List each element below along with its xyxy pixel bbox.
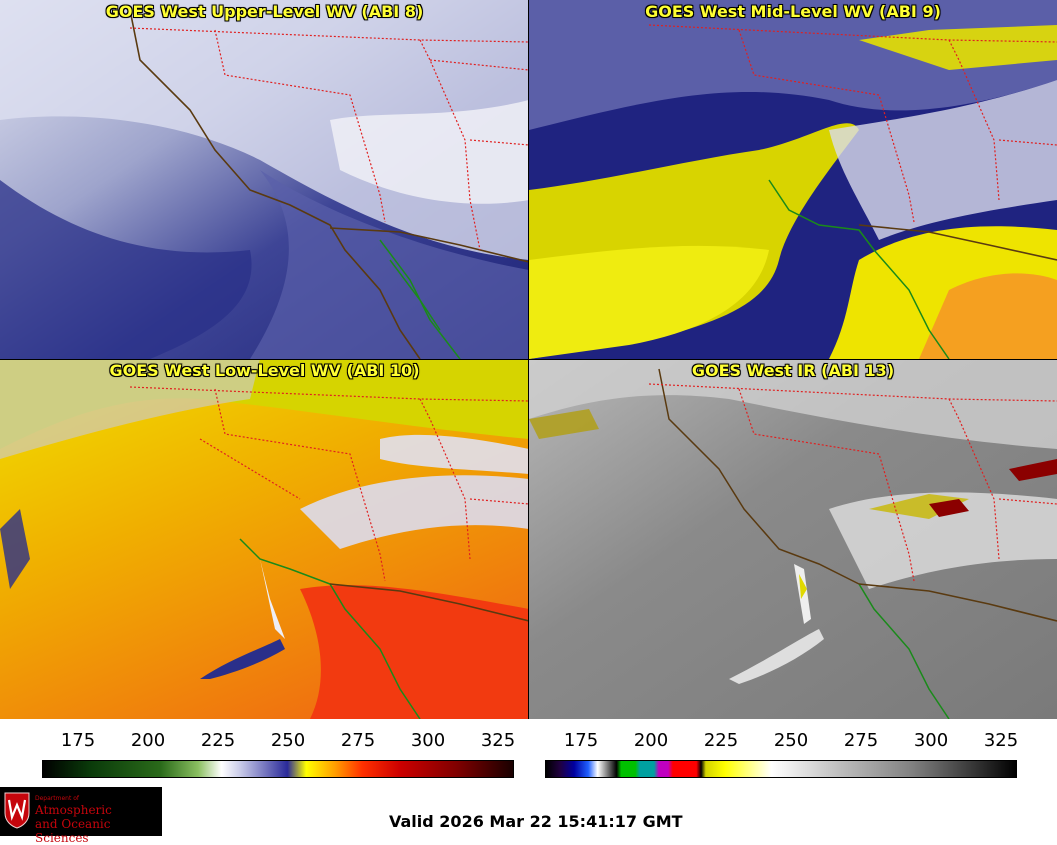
- panel-ir: GOES West IR (ABI 13): [529, 359, 1057, 719]
- border-line: [858, 224, 1057, 261]
- panel-low-level-wv: GOES West Low-Level WV (ABI 10): [0, 359, 529, 719]
- panel-title: GOES West IR (ABI 13): [691, 361, 895, 380]
- tick-label: 225: [703, 730, 739, 751]
- tick-label: 250: [270, 730, 306, 751]
- tick-label: 275: [843, 730, 879, 751]
- coastline: [129, 9, 421, 359]
- colorbar-wv-gradient: [42, 760, 514, 778]
- colorbar-wv: 175 200 225 250 275 300 325: [0, 720, 529, 780]
- coastline: [239, 538, 421, 719]
- panel-title: GOES West Upper-Level WV (ABI 8): [105, 2, 424, 21]
- tick-label: 325: [983, 730, 1019, 751]
- colorbar-ir: 175 200 225 250 275 300 325: [529, 720, 1057, 780]
- colorbar-ir-gradient: [545, 760, 1017, 778]
- coastline-mexico: [379, 239, 461, 359]
- valid-time: Valid 2026 Mar 22 15:41:17 GMT: [389, 812, 683, 831]
- colorbar-ir-ticks: 175 200 225 250 275 300 325: [529, 730, 1057, 752]
- border-line: [329, 227, 529, 263]
- panel-divider-horizontal: [0, 359, 1057, 360]
- tick-label: 175: [60, 730, 96, 751]
- panel-mid-level-wv: GOES West Mid-Level WV (ABI 9): [529, 0, 1057, 359]
- tick-label: 225: [200, 730, 236, 751]
- panel-title: GOES West Low-Level WV (ABI 10): [109, 361, 420, 380]
- logo-line-1: Atmospheric: [35, 803, 112, 817]
- tick-label: 275: [340, 730, 376, 751]
- colorbar-wv-ticks: 175 200 225 250 275 300 325: [0, 730, 529, 752]
- tick-label: 300: [913, 730, 949, 751]
- tick-label: 250: [773, 730, 809, 751]
- mid-level-wv-image: [529, 0, 1057, 359]
- coastline: [658, 368, 860, 585]
- tick-label: 200: [130, 730, 166, 751]
- coastline-mexico: [858, 583, 950, 719]
- coastline: [768, 179, 950, 359]
- aos-logo: Department of Atmospheric and Oceanic Sc…: [0, 787, 162, 845]
- border-line: [329, 583, 529, 622]
- panel-upper-level-wv: GOES West Upper-Level WV (ABI 8): [0, 0, 529, 359]
- logo-line-2: and Oceanic Sciences: [35, 817, 111, 845]
- panel-title: GOES West Mid-Level WV (ABI 9): [645, 2, 941, 21]
- state-borders: [129, 27, 529, 251]
- state-borders: [648, 24, 1057, 223]
- tick-label: 325: [480, 730, 516, 751]
- state-borders: [129, 386, 529, 582]
- ir-image: [529, 359, 1057, 719]
- low-level-wv-image: [0, 359, 529, 719]
- tick-label: 200: [633, 730, 669, 751]
- tick-label: 300: [410, 730, 446, 751]
- state-borders: [648, 383, 1057, 582]
- upper-level-wv-image: [0, 0, 529, 359]
- uw-crest-icon: [4, 792, 30, 829]
- border-line: [858, 583, 1057, 622]
- logo-dept-text: Department of: [35, 795, 79, 802]
- tick-label: 175: [563, 730, 599, 751]
